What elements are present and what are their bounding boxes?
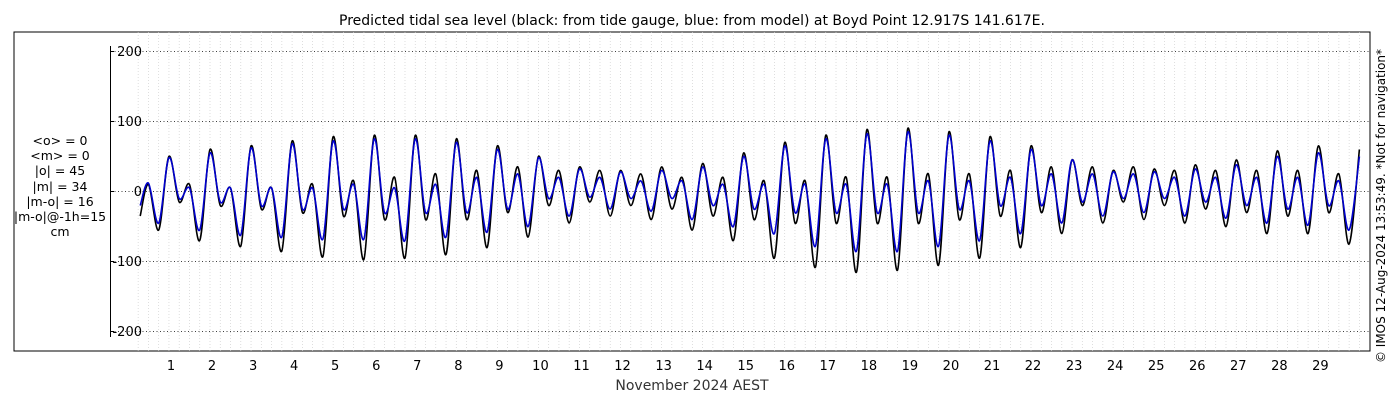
- stat-abs-diff-lag: |m-o|@-1h=15: [13, 209, 107, 225]
- x-tick-label: 10: [532, 359, 549, 374]
- x-tick-label: 20: [943, 359, 960, 374]
- horizontal-gridlines: [110, 51, 1370, 332]
- x-tick-label: 16: [778, 359, 795, 374]
- x-tick-label: 18: [861, 359, 878, 374]
- x-tick-label: 27: [1230, 359, 1247, 374]
- x-tick-label: 26: [1189, 359, 1206, 374]
- stats-panel: <o> = 0 <m> = 0 |o| = 45 |m| = 34 |m-o| …: [2, 133, 118, 239]
- y-tick-labels: -200 -100 0 100 200: [112, 45, 142, 340]
- x-tick-label: 19: [902, 359, 919, 374]
- series-layer: [139, 127, 1361, 273]
- x-axis-label: November 2024 AEST: [615, 378, 769, 394]
- x-tick-label: 11: [573, 359, 590, 374]
- x-tick-labels: 1 2 3 4 5 6 7 8 9 10 11 12 13 14 15 16 17 18 19 20 21 22 23 24 2…: [167, 359, 1329, 374]
- credit-text: © IMOS 12-Aug-2024 13:53:49. *Not for na…: [1374, 48, 1388, 364]
- x-tick-label: 25: [1148, 359, 1165, 374]
- stat-mean-model: <m> = 0: [30, 148, 90, 164]
- x-tick-label: 23: [1066, 359, 1083, 374]
- x-tick-label: 12: [614, 359, 631, 374]
- x-tick-label: 14: [696, 359, 713, 374]
- y-tick-label: 100: [117, 115, 142, 130]
- stat-mean-observed: <o> = 0: [32, 133, 88, 148]
- series-line-tide-gauge: [139, 127, 1361, 273]
- x-tick-label: 3: [249, 359, 257, 374]
- x-tick-label: 2: [208, 359, 216, 374]
- series-line-model: [139, 131, 1361, 253]
- x-tick-label: 21: [984, 359, 1001, 374]
- x-tick-label: 22: [1025, 359, 1042, 374]
- chart-title: Predicted tidal sea level (black: from t…: [339, 13, 1045, 29]
- x-tick-label: 24: [1107, 359, 1124, 374]
- x-tick-label: 13: [655, 359, 672, 374]
- x-tick-label: 9: [495, 359, 503, 374]
- x-tick-label: 29: [1312, 359, 1329, 374]
- y-tick-label: -100: [112, 255, 142, 270]
- x-tick-label: 6: [372, 359, 380, 374]
- x-tick-label: 28: [1271, 359, 1288, 374]
- x-tick-label: 15: [737, 359, 754, 374]
- y-tick-label: -200: [112, 325, 142, 340]
- y-tick-label: 200: [117, 45, 142, 60]
- x-tick-label: 7: [413, 359, 421, 374]
- stat-abs-observed: |o| = 45: [34, 163, 86, 179]
- stat-unit: cm: [50, 224, 70, 240]
- x-tick-label: 4: [290, 359, 298, 374]
- y-tick-label: 0: [134, 185, 142, 200]
- x-tick-label: 1: [167, 359, 175, 374]
- x-tick-label: 17: [820, 359, 837, 374]
- x-tick-label: 8: [454, 359, 462, 374]
- stat-abs-model: |m| = 34: [32, 178, 88, 194]
- x-tick-label: 5: [331, 359, 339, 374]
- stat-abs-diff: |m-o| = 16: [26, 193, 94, 209]
